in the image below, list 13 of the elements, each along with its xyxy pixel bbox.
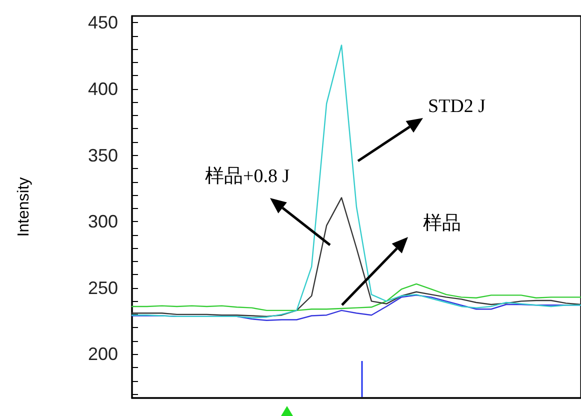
line-series — [131, 197, 581, 318]
y-axis-title: Intensity — [16, 177, 32, 237]
y-tick-label: 300 — [88, 212, 118, 232]
y-tick-label: 350 — [88, 145, 118, 166]
y-tick-label: 400 — [88, 78, 118, 99]
line-series — [131, 283, 581, 312]
annotation: 样品+0.8 J — [205, 165, 290, 189]
annotation: STD2 J — [428, 96, 486, 118]
y-tick-label: 250 — [88, 278, 118, 298]
line-series — [131, 44, 581, 318]
y-tick-label: 450 — [88, 12, 118, 33]
annotation: 样品 — [423, 212, 461, 236]
y-tick-label: 200 — [88, 344, 118, 364]
